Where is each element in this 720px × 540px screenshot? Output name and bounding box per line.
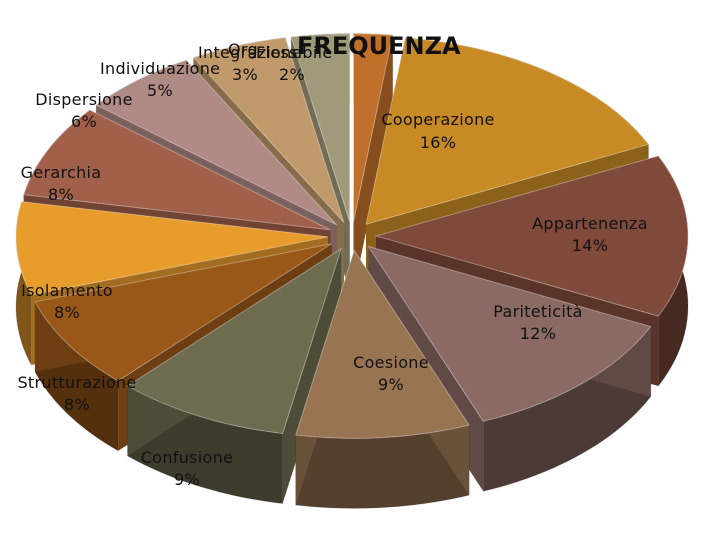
pie-slices	[15, 33, 689, 509]
slice-coesione	[295, 249, 470, 439]
label-org: Org	[228, 40, 258, 59]
slice-individuazione	[192, 37, 345, 223]
label-strutturazione: Strutturazione	[17, 373, 136, 392]
label-pariteticita: Pariteticità	[493, 302, 583, 321]
slice-strutturazione	[34, 243, 333, 382]
label-integrazione: Integrazione	[198, 43, 302, 62]
value-gerarchia: 8%	[48, 185, 74, 204]
value-individuazione: 5%	[147, 81, 173, 100]
slice-flessibile	[353, 33, 394, 222]
label-coesione: Coesione	[353, 353, 429, 372]
slice-cooperazione	[365, 37, 650, 226]
label-confusione: Confusione	[141, 448, 233, 467]
slice-edge-0-1	[353, 35, 393, 292]
slice-isolamento	[15, 201, 329, 296]
label-isolamento: Isolamento	[21, 281, 113, 300]
label-gerarchia: Gerarchia	[21, 163, 102, 182]
value-integrazione: 3%	[232, 65, 258, 84]
slice-appartenenza	[374, 155, 689, 317]
value-pariteticita: 12%	[520, 324, 556, 343]
pie-labels: FREQUENZA Flessibile 2% Cooperazione 16%…	[17, 32, 647, 489]
label-appartenenza: Appartenenza	[532, 214, 648, 233]
chart-title: FREQUENZA	[297, 32, 461, 60]
value-flessibile: 2%	[279, 65, 305, 84]
label-individuazione: Individuazione	[100, 59, 220, 78]
label-dispersione: Dispersione	[35, 90, 133, 109]
value-dispersione: 6%	[71, 112, 97, 131]
slice-confusione	[126, 247, 342, 435]
value-coesione: 9%	[378, 375, 404, 394]
value-appartenenza: 14%	[572, 236, 608, 255]
slice-gerarchia	[23, 109, 331, 231]
value-isolamento: 8%	[54, 303, 80, 322]
label-flessibile: Flessibile	[256, 43, 333, 62]
label-cooperazione: Cooperazione	[381, 110, 494, 129]
value-confusione: 9%	[174, 470, 200, 489]
slice-dispersione	[95, 59, 338, 226]
slice-pariteticit	[367, 245, 652, 422]
slice-integrazione	[290, 33, 351, 222]
value-cooperazione: 16%	[420, 133, 456, 152]
value-strutturazione: 8%	[64, 395, 90, 414]
